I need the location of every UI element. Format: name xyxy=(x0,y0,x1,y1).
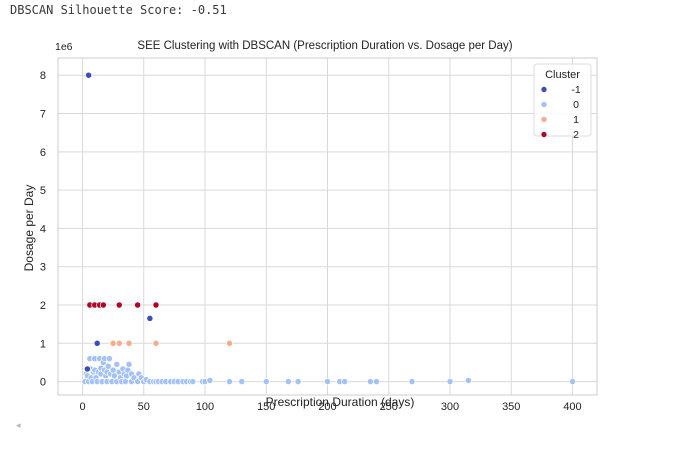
y-tick-label: 5 xyxy=(40,185,46,197)
data-point-cluster-2 xyxy=(152,301,160,309)
silhouette-score-output: DBSCAN Silhouette Score: -0.51 xyxy=(10,3,227,17)
x-tick-label: 400 xyxy=(563,401,581,413)
data-point-cluster-0 xyxy=(569,378,576,386)
y-axis-label: Dosage per Day xyxy=(22,185,36,272)
data-point-cluster-1 xyxy=(109,339,117,347)
x-tick-label: 250 xyxy=(380,401,398,413)
data-point-cluster--1 xyxy=(146,314,154,322)
grid xyxy=(58,58,597,395)
data-point-cluster-0 xyxy=(206,376,214,384)
data-point-cluster--1 xyxy=(93,339,101,347)
legend-label-1: 1 xyxy=(573,114,579,126)
legend-label--1: -1 xyxy=(571,84,580,96)
x-tick-label: 150 xyxy=(257,401,275,413)
y-tick-label: 0 xyxy=(40,377,46,389)
data-point-cluster-0 xyxy=(284,378,292,386)
data-point-cluster-0 xyxy=(125,360,133,368)
legend: Cluster -1 0 1 2 xyxy=(533,63,592,141)
data-point-cluster-0 xyxy=(104,362,112,370)
data-point-cluster-1 xyxy=(125,339,133,347)
data-point-cluster-1 xyxy=(226,339,233,347)
data-point-cluster-1 xyxy=(152,339,160,347)
data-point-cluster-0 xyxy=(408,378,416,386)
data-point-cluster-0 xyxy=(113,360,121,368)
y-tick-label: 4 xyxy=(40,223,46,235)
data-point-cluster-0 xyxy=(446,378,454,386)
scatter-chart: 0 50 100 150 200 250 300 350 400 0 1 2 3 4 5 6 7 8 SEE Cl… xyxy=(22,40,598,413)
data-point-cluster-1 xyxy=(115,339,123,347)
y-tick-label: 3 xyxy=(40,262,46,274)
legend-marker-2 xyxy=(540,131,548,138)
legend-label-2: 2 xyxy=(573,129,579,141)
plot-frame xyxy=(57,57,598,396)
chart-title: SEE Clustering with DBSCAN (Prescription… xyxy=(137,40,512,52)
legend-marker-0 xyxy=(540,101,548,108)
data-point-cluster--1 xyxy=(83,365,91,373)
data-point-cluster-0 xyxy=(238,378,246,386)
legend-title: Cluster xyxy=(545,69,580,81)
data-point-cluster-2 xyxy=(99,301,107,309)
y-tick-label: 1 xyxy=(40,338,46,350)
data-point-cluster-0 xyxy=(262,378,270,386)
x-tick-label: 350 xyxy=(502,401,520,413)
scroll-left-arrow-icon[interactable]: ◂ xyxy=(16,421,21,431)
x-tick-label: 200 xyxy=(318,401,336,413)
y-tick-label: 8 xyxy=(40,70,46,82)
data-point-cluster-0 xyxy=(121,378,129,386)
data-point-cluster-0 xyxy=(105,355,113,363)
data-point-cluster-0 xyxy=(373,378,380,386)
data-point-cluster-0 xyxy=(110,372,118,380)
data-point-cluster-0 xyxy=(464,376,472,384)
tick-labels: 0 50 100 150 200 250 300 350 400 0 1 2 3 4 5 6 7 8 xyxy=(40,70,582,413)
data-point-cluster-0 xyxy=(294,378,302,386)
legend-label-0: 0 xyxy=(573,99,579,111)
data-point-cluster-2 xyxy=(115,301,123,309)
y-tick-label: 2 xyxy=(40,300,46,312)
data-point-cluster-0 xyxy=(341,378,349,386)
data-point-cluster-0 xyxy=(189,378,197,386)
y-tick-label: 7 xyxy=(40,109,46,121)
y-axis-offset-label: 1e6 xyxy=(55,41,73,53)
data-point-cluster-0 xyxy=(324,378,331,386)
data-point-cluster-0 xyxy=(366,378,374,386)
data-point-cluster-2 xyxy=(134,301,142,309)
data-point-cluster-0 xyxy=(109,366,117,374)
y-tick-label: 6 xyxy=(40,147,46,159)
x-tick-label: 300 xyxy=(441,401,459,413)
points xyxy=(81,71,576,386)
legend-box xyxy=(533,63,592,137)
x-tick-label: 50 xyxy=(138,401,150,413)
data-point-cluster-0 xyxy=(226,378,233,386)
legend-marker--1 xyxy=(540,86,548,93)
x-axis-label: Prescription Duration (days) xyxy=(266,395,415,409)
x-tick-label: 100 xyxy=(196,401,214,413)
legend-marker-1 xyxy=(540,116,548,123)
chart-figure: 0 50 100 150 200 250 300 350 400 0 1 2 3 4 5 6 7 8 SEE Cl… xyxy=(18,31,598,413)
data-point-cluster--1 xyxy=(85,71,93,79)
x-tick-label: 0 xyxy=(79,401,85,413)
